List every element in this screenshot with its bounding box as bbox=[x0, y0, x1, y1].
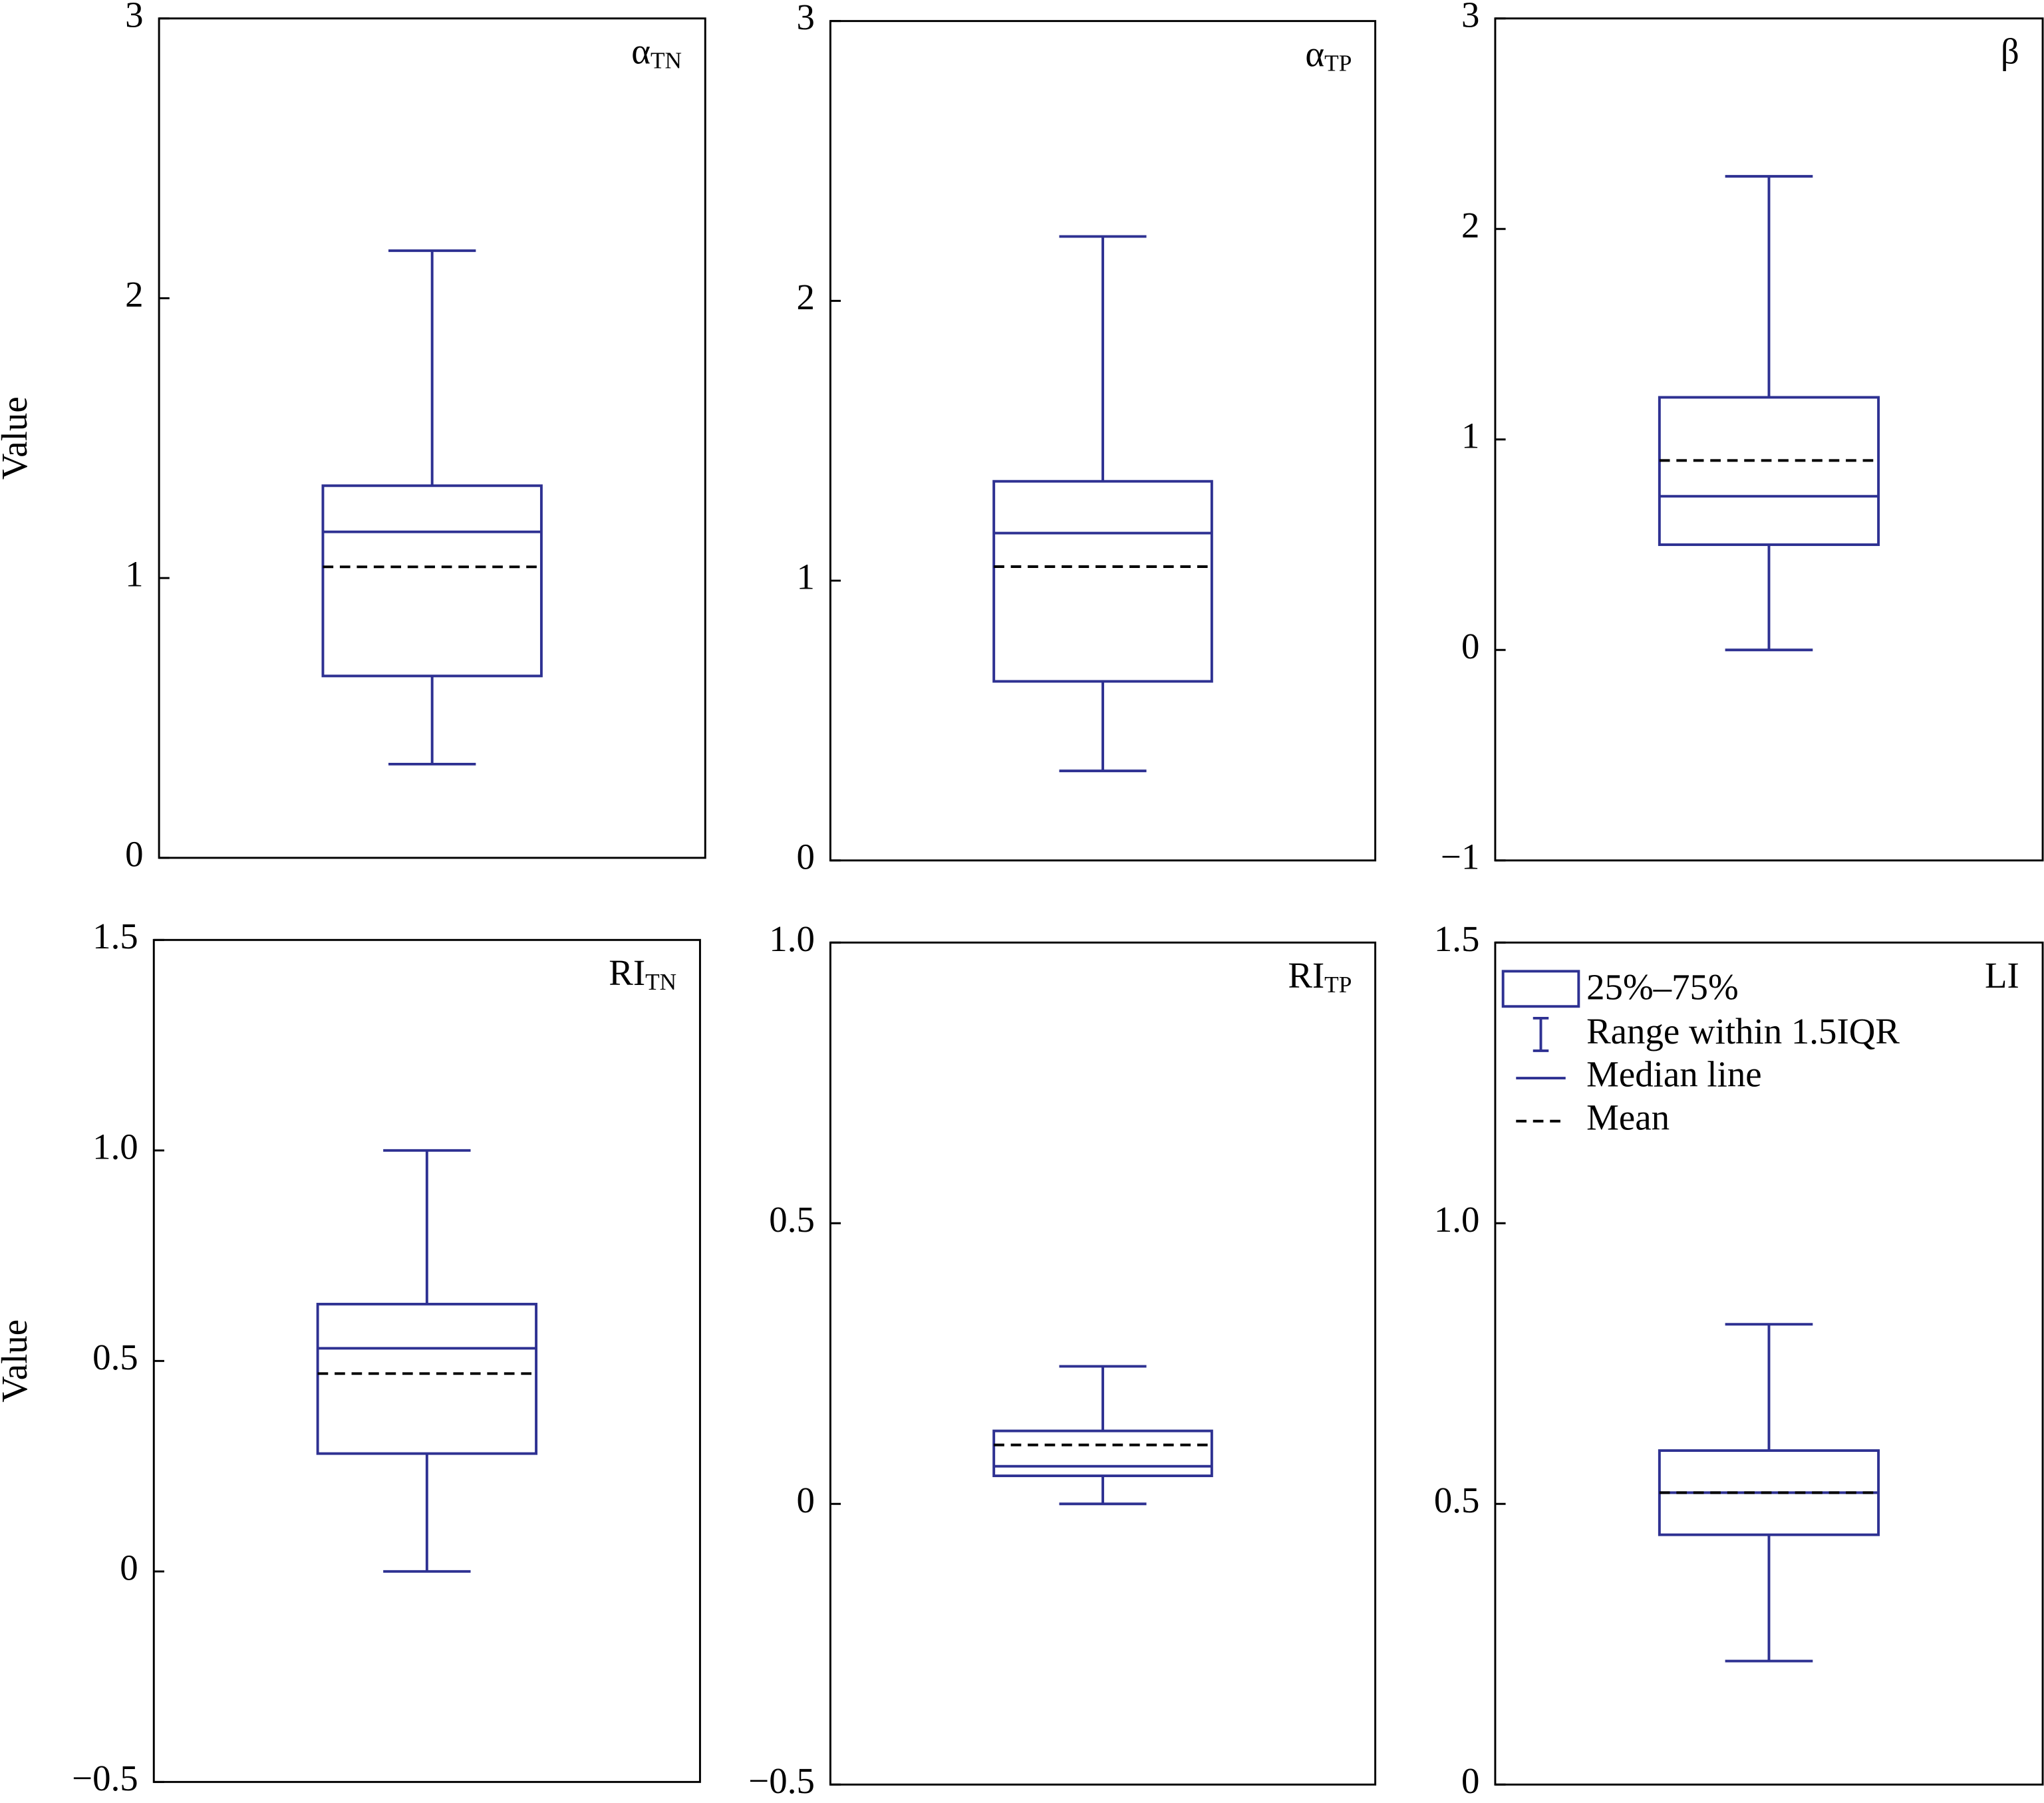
plot-frame bbox=[1494, 17, 2044, 862]
y-tick-label: 3 bbox=[796, 0, 814, 37]
y-tick-label: −0.5 bbox=[72, 1758, 138, 1798]
iqr-box bbox=[992, 1429, 1213, 1478]
y-tick-label: 1 bbox=[1461, 415, 1479, 456]
y-tick-label: 0 bbox=[796, 1480, 814, 1520]
y-tick-label: 1 bbox=[796, 557, 814, 597]
panel-title: αTP bbox=[1305, 33, 1352, 76]
y-tick-label: 1.5 bbox=[1434, 918, 1480, 959]
y-tick-label: 3 bbox=[1461, 0, 1479, 35]
y-tick-label: 0.5 bbox=[1434, 1480, 1480, 1520]
panel-title: RITN bbox=[609, 952, 676, 995]
y-tick-label: 0 bbox=[125, 833, 143, 874]
plot-frame bbox=[158, 17, 706, 859]
y-tick-label: 0 bbox=[120, 1547, 138, 1588]
panel-title-main: β bbox=[2001, 31, 2019, 71]
panel-title-sub: TP bbox=[1324, 972, 1352, 998]
iqr-box bbox=[1658, 396, 1880, 546]
panel-title-sub: TN bbox=[645, 969, 676, 995]
panel-title-main: α bbox=[1305, 33, 1324, 74]
panel-title-main: RI bbox=[609, 952, 645, 993]
y-tick-label: 0 bbox=[1461, 626, 1479, 666]
panel-title: αTN bbox=[631, 31, 682, 73]
panel-title-main: α bbox=[631, 31, 651, 71]
legend-label: Mean bbox=[1586, 1097, 1670, 1137]
iqr-box bbox=[321, 484, 543, 678]
plot-frame bbox=[1494, 941, 2044, 1786]
y-tick-label: 1.0 bbox=[769, 918, 815, 959]
y-tick-label: 1.0 bbox=[1434, 1199, 1480, 1240]
panel-title: RITP bbox=[1288, 955, 1352, 998]
panel-title-main: LI bbox=[1985, 955, 2019, 996]
panel-title: β bbox=[2001, 31, 2019, 71]
y-tick-label: 2 bbox=[796, 277, 814, 317]
legend-label: 25%–75% bbox=[1586, 966, 1739, 1007]
legend-label: Median line bbox=[1586, 1054, 1762, 1095]
plot-frame bbox=[829, 20, 1377, 862]
y-axis-label: Value bbox=[0, 396, 35, 480]
y-tick-label: 1.5 bbox=[92, 916, 138, 956]
plot-frame bbox=[152, 938, 701, 1783]
y-tick-label: 1 bbox=[125, 554, 143, 595]
legend-label: Range within 1.5IQR bbox=[1586, 1011, 1900, 1051]
panel-title-sub: TN bbox=[651, 47, 682, 73]
y-axis-label: Value bbox=[0, 1319, 35, 1403]
y-tick-label: 0.5 bbox=[92, 1337, 138, 1377]
plot-frame bbox=[829, 941, 1377, 1786]
iqr-box bbox=[316, 1302, 538, 1455]
y-tick-label: −0.5 bbox=[748, 1760, 815, 1801]
panel-title: LI bbox=[1985, 955, 2019, 996]
y-tick-label: −1 bbox=[1441, 836, 1479, 877]
y-tick-label: 0 bbox=[1461, 1760, 1479, 1801]
y-tick-label: 1.0 bbox=[92, 1126, 138, 1167]
y-tick-label: 2 bbox=[1461, 205, 1479, 245]
legend-box bbox=[1501, 970, 1580, 1008]
y-tick-label: 0 bbox=[796, 836, 814, 877]
y-tick-label: 0.5 bbox=[769, 1199, 815, 1240]
panel-title-main: RI bbox=[1288, 955, 1324, 996]
panel-title-sub: TP bbox=[1324, 50, 1352, 76]
y-tick-label: 2 bbox=[125, 274, 143, 315]
y-tick-label: 3 bbox=[125, 0, 143, 35]
iqr-box bbox=[992, 480, 1213, 683]
